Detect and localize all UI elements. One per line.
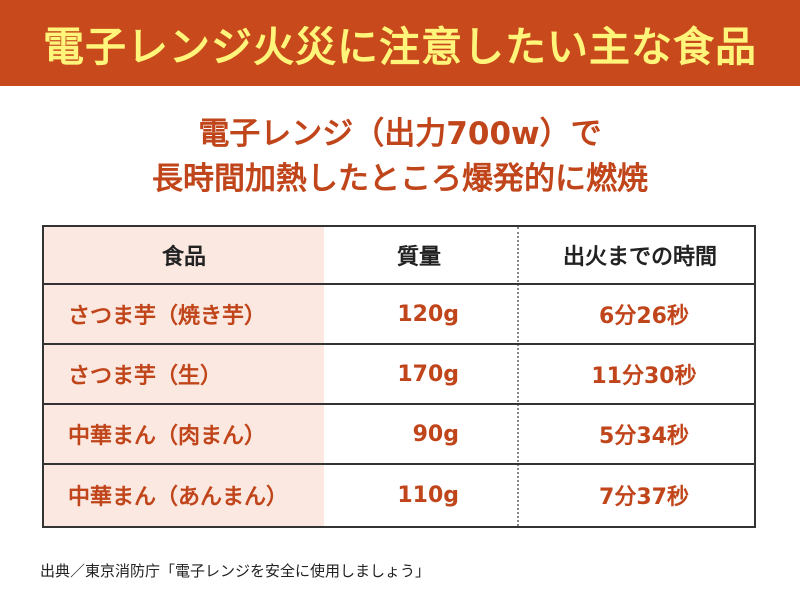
header-food: 食品 <box>161 245 206 270</box>
ignition-time: 5分34秒 <box>599 424 689 449</box>
food-mass: 110g <box>397 482 459 508</box>
header-mass: 質量 <box>396 245 441 270</box>
ignition-time: 7分37秒 <box>599 485 689 510</box>
column-divider <box>517 227 519 526</box>
food-mass: 170g <box>397 361 459 387</box>
table-row: 中華まん（あんまん） 110g 7分37秒 <box>44 465 754 525</box>
page-title: 電子レンジ火災に注意したい主な食品 <box>43 23 757 71</box>
food-name: さつま芋（焼き芋） <box>68 304 267 329</box>
food-name: 中華まん（肉まん） <box>68 424 267 449</box>
food-mass: 90g <box>412 421 459 447</box>
subtitle-line-2: 長時間加熱したところ爆発的に燃焼 <box>152 161 648 197</box>
food-mass: 120g <box>397 301 459 327</box>
table-row: 中華まん（肉まん） 90g 5分34秒 <box>44 405 754 465</box>
food-name: 中華まん（あんまん） <box>68 485 289 510</box>
table-header-row: 食品 質量 出火までの時間 <box>44 227 754 285</box>
header-time: 出火までの時間 <box>562 245 717 270</box>
table-row: さつま芋（焼き芋） 120g 6分26秒 <box>44 285 754 345</box>
table-row: さつま芋（生） 170g 11分30秒 <box>44 345 754 405</box>
source-citation: 出典／東京消防庁「電子レンジを安全に使用しましょう」 <box>40 562 431 580</box>
food-table: 食品 質量 出火までの時間 さつま芋（焼き芋） 120g 6分26秒 さつま芋（… <box>42 225 756 528</box>
food-column-background <box>44 227 324 526</box>
title-banner: 電子レンジ火災に注意したい主な食品 <box>0 0 800 86</box>
ignition-time: 11分30秒 <box>591 364 697 389</box>
subtitle-line-1: 電子レンジ（出力700w）で <box>198 116 602 152</box>
food-name: さつま芋（生） <box>68 364 223 389</box>
ignition-time: 6分26秒 <box>599 304 689 329</box>
